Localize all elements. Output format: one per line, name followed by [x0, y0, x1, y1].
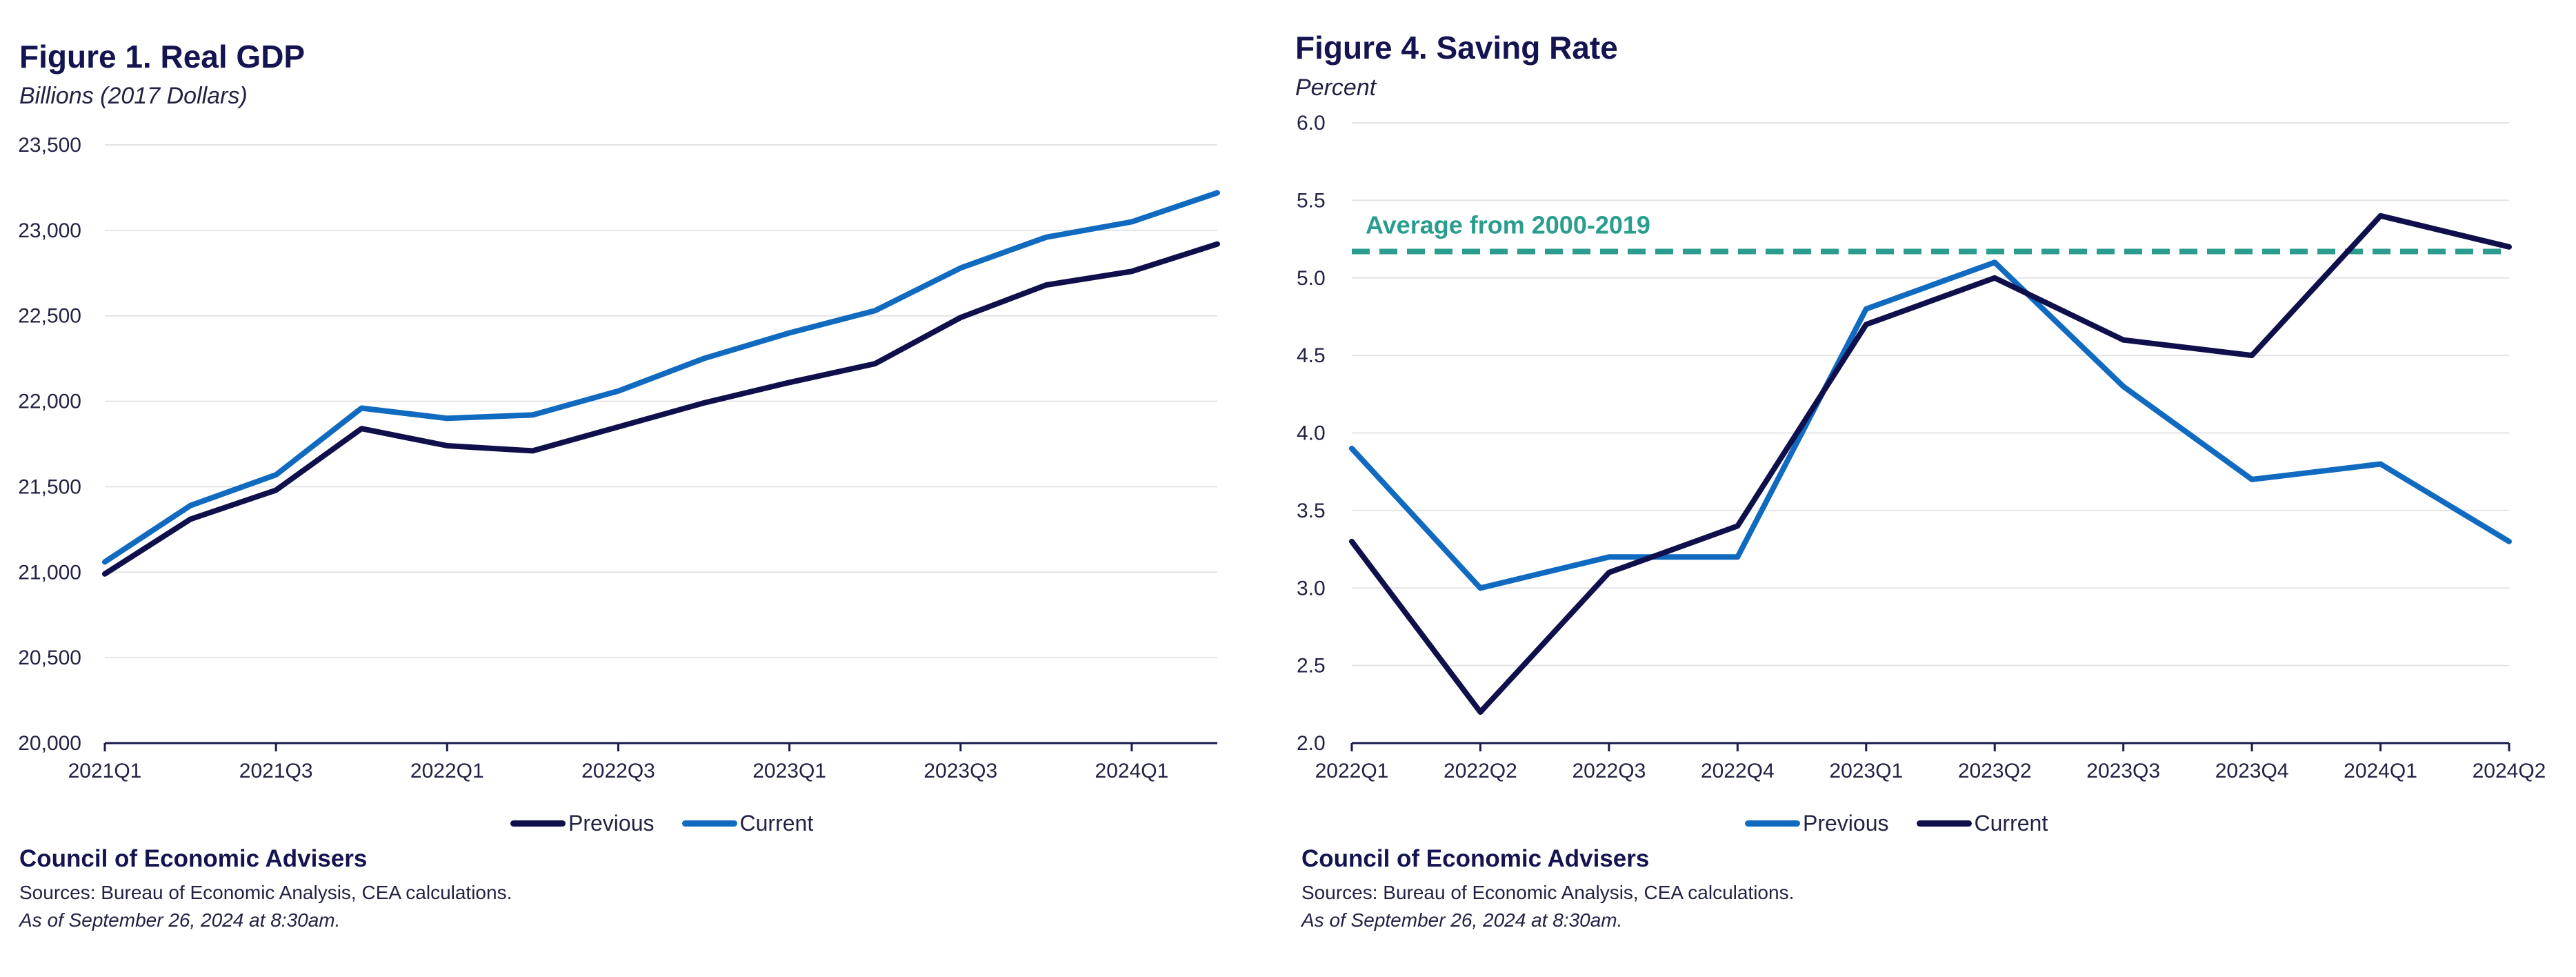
x-tick-label: 2023Q3	[2086, 760, 2160, 782]
chart-title: Figure 4. Saving Rate	[1295, 30, 1618, 66]
legend-item-current: Current	[1916, 811, 2048, 836]
x-tick-label: 2024Q1	[1095, 760, 1169, 782]
legend-item-previous: Previous	[1745, 811, 1889, 836]
chart-title: Figure 1. Real GDP	[19, 39, 306, 75]
chart-subtitle: Percent	[1295, 75, 1377, 101]
x-tick-label: 2023Q3	[923, 760, 997, 782]
y-tick-label: 20,500	[18, 647, 81, 669]
y-tick-label: 2.5	[1297, 655, 1326, 678]
series-line-current	[1349, 213, 2512, 715]
legend-label-current: Current	[1974, 811, 2048, 836]
y-tick-label: 20,000	[18, 732, 81, 755]
x-tick-label: 2022Q4	[1701, 760, 1775, 782]
legend-label-previous: Previous	[568, 811, 655, 836]
y-tick-label: 23,500	[18, 134, 81, 157]
y-tick-label: 21,500	[18, 475, 81, 498]
series-line-previous	[1349, 259, 2512, 591]
y-tick-label: 6.0	[1297, 112, 1326, 135]
x-tick-label: 2023Q4	[2215, 760, 2289, 782]
x-tick-label: 2024Q1	[2344, 760, 2417, 782]
y-tick-label: 4.5	[1297, 344, 1326, 367]
legend-label-previous: Previous	[1803, 811, 1889, 836]
legend-swatch-current	[681, 820, 737, 827]
y-tick-label: 5.0	[1297, 267, 1326, 290]
footer-sources: Sources: Bureau of Economic Analysis, CE…	[1301, 882, 1795, 903]
chart-subtitle: Billions (2017 Dollars)	[19, 83, 248, 109]
x-tick-label: 2022Q3	[1572, 760, 1646, 782]
saving-rate-panel: Figure 4. Saving Rate Percent 2.0 2.5 3.0 3…	[1283, 0, 2576, 977]
chart-legend: Previous Current	[510, 811, 813, 836]
x-tick-label: 2024Q2	[2473, 760, 2546, 782]
footer-org: Council of Economic Advisers	[19, 845, 368, 872]
x-tick-label: 2021Q1	[68, 760, 142, 782]
y-tick-label: 22,000	[18, 391, 81, 413]
legend-item-previous: Previous	[510, 811, 655, 836]
x-tick-label: 2023Q2	[1958, 760, 2032, 782]
y-tick-label: 5.5	[1297, 189, 1326, 212]
saving-rate-chart: 2.0 2.5 3.0 3.5 4.0 4.5 5.0 5.5 6.0 2022Q1 2022Q2 2…	[1297, 112, 2546, 782]
reference-line-label: Average from 2000-2019	[1366, 211, 1650, 239]
x-tick-label: 2023Q1	[1829, 760, 1903, 782]
y-tick-label: 2.0	[1297, 732, 1326, 755]
footer-sources: Sources: Bureau of Economic Analysis, CE…	[19, 882, 512, 903]
y-tick-label: 23,000	[18, 219, 81, 242]
x-tick-label: 2022Q1	[410, 760, 484, 782]
legend-label-current: Current	[739, 811, 814, 836]
footer-org: Council of Economic Advisers	[1301, 845, 1650, 872]
series-line-previous	[102, 241, 1220, 577]
footer-date: As of September 26, 2024 at 8:30am.	[19, 909, 341, 931]
x-tick-label: 2022Q1	[1315, 760, 1389, 782]
x-tick-label: 2022Q3	[581, 760, 655, 782]
x-tick-label: 2022Q2	[1444, 760, 1517, 782]
footer-date: As of September 26, 2024 at 8:30am.	[1301, 909, 1623, 931]
y-tick-label: 21,000	[18, 561, 81, 584]
x-tick-label: 2021Q3	[239, 760, 313, 782]
real-gdp-panel: Figure 1. Real GDP Billions (2017 Dollar…	[0, 0, 1283, 977]
legend-swatch-previous	[1745, 820, 1800, 827]
y-tick-label: 3.0	[1297, 577, 1326, 600]
real-gdp-chart: 20,000 20,500 21,000 21,500 22,000 22,500 23,0…	[18, 134, 1220, 782]
chart-legend: Previous Current	[1745, 811, 2048, 836]
y-tick-label: 4.0	[1297, 422, 1326, 445]
legend-swatch-current	[1916, 820, 1972, 827]
legend-swatch-previous	[510, 820, 566, 827]
series-line-current	[102, 190, 1220, 565]
y-tick-label: 22,500	[18, 305, 81, 328]
y-tick-label: 3.5	[1297, 500, 1326, 522]
legend-item-current: Current	[681, 811, 814, 836]
x-tick-label: 2023Q1	[752, 760, 826, 782]
